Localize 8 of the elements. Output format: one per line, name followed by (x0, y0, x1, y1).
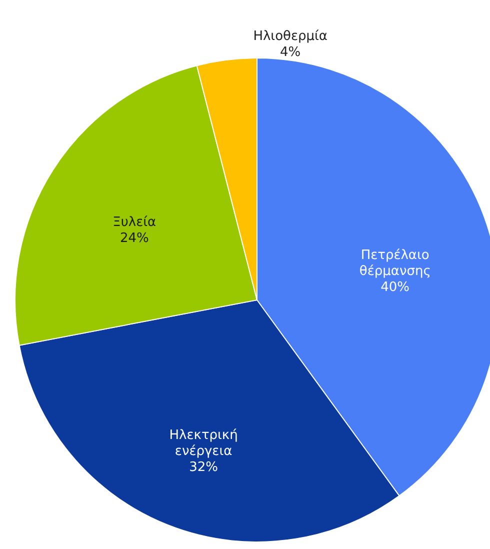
slice-label: Ηλιοθερμία (253, 29, 328, 44)
data-label: 40% (380, 280, 410, 296)
slice-label: Ηλεκτρική ενέργεια (169, 428, 238, 460)
data-label: 32% (189, 460, 218, 476)
data-label: 24% (120, 231, 149, 246)
data-label: 4% (280, 45, 301, 60)
slice-label: Ξυλεία (112, 215, 156, 230)
slice-label: Πετρέλαιο θέρμανσης (359, 248, 431, 280)
